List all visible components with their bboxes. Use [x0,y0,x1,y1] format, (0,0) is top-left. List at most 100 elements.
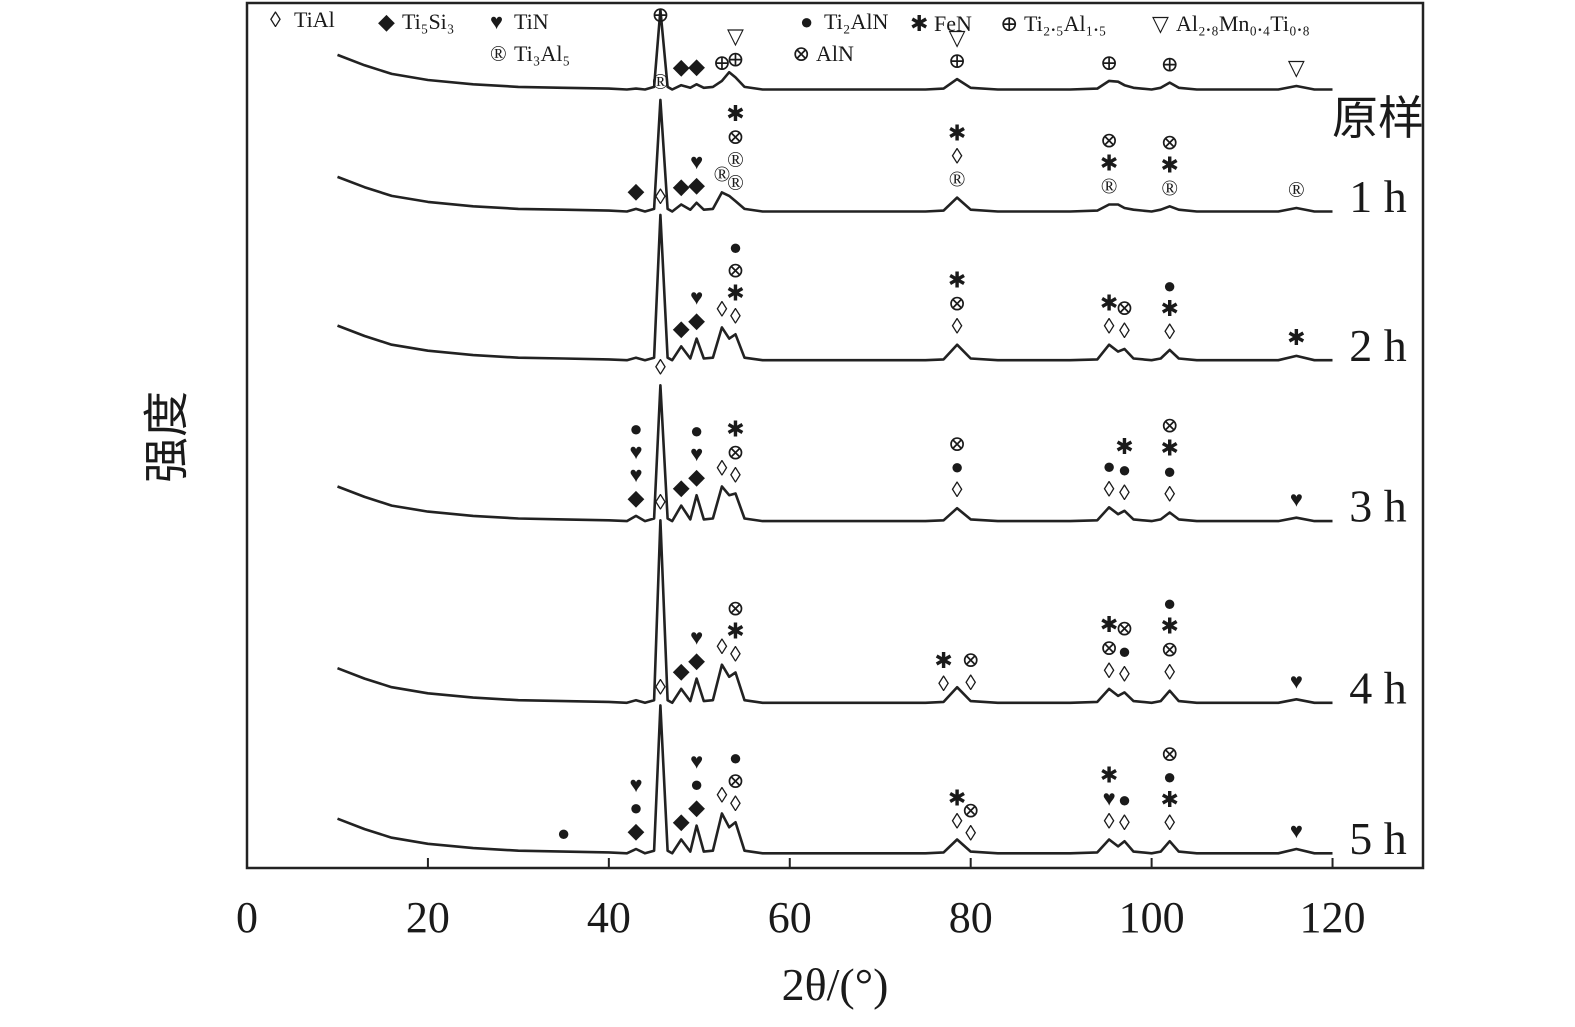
phase-marker: ⊗ [1115,295,1133,320]
phase-marker: ◊ [938,671,949,696]
phase-marker: ✱ [1160,614,1178,639]
phase-marker: ◆ [688,648,705,673]
phase-marker: ✱ [934,648,952,673]
legend-symbol: ♥ [490,9,503,34]
phase-marker: ◊ [1104,314,1115,339]
phase-marker: ⊗ [948,431,966,456]
legend-symbol: ⊕ [1000,11,1018,36]
phase-marker: ● [629,416,642,441]
xrd-trace [337,213,1333,362]
phase-marker: ◊ [730,791,741,816]
phase-marker: ◆ [673,658,690,683]
phase-marker: ◊ [716,296,727,321]
phase-marker: ♥ [1103,786,1116,811]
phase-marker: ◊ [716,456,727,481]
phase-marker: ◊ [952,314,963,339]
phase-marker: ◊ [1104,809,1115,834]
phase-marker: ◆ [688,172,705,197]
phase-marker: ● [950,454,963,479]
phase-marker: ◊ [952,477,963,502]
phase-marker: ♥ [629,462,642,487]
phase-marker: ✱ [1100,291,1118,316]
legend-symbol: ✱ [910,11,928,36]
phase-marker: ▽ [1288,55,1305,80]
phase-marker: ● [1163,764,1176,789]
series-label: 5 h [1349,813,1407,864]
phase-marker: ● [729,745,742,770]
phase-marker: ✱ [1160,152,1178,177]
legend-label: Ti₂.₅Al₁.₅ [1024,11,1106,36]
phase-marker: ✱ [1100,151,1118,176]
phase-marker: ♥ [629,439,642,464]
plot-frame [245,1,1425,870]
legend-label: FeN [934,11,972,36]
phase-marker: ◆ [673,174,690,199]
legend-label: Ti₃Al₅ [514,41,570,66]
phase-marker: ⊗ [961,647,979,672]
phase-marker: ● [1163,459,1176,484]
phase-marker: ◆ [688,308,705,333]
phase-marker: ® [727,170,744,195]
phase-marker: ♥ [690,285,703,310]
phase-marker: ● [729,234,742,259]
phase-marker: ◊ [965,670,976,695]
phase-marker: ® [727,147,744,172]
x-tick-label: 0 [236,893,258,942]
legend-label: Ti₂AlN [824,9,888,34]
phase-marker: ✱ [1100,612,1118,637]
legend-symbol: ▽ [1152,11,1169,36]
phase-marker: ◊ [1104,658,1115,683]
legend-label: TiN [514,9,549,34]
phase-marker: ⊗ [726,124,744,149]
phase-marker: ♥ [690,149,703,174]
phase-marker: ◊ [1119,810,1130,835]
x-axis-label: 2θ/(°) [782,959,889,1010]
phase-marker: ⊗ [726,768,744,793]
phase-marker: ✱ [726,280,744,305]
legend-symbol: ® [490,41,507,66]
legend-symbol: ● [800,9,813,34]
series-label: 4 h [1349,662,1407,713]
phase-marker: ✱ [1100,763,1118,788]
phase-marker: ◊ [952,809,963,834]
phase-marker: ✱ [726,619,744,644]
phase-marker: ◊ [655,184,666,209]
phase-marker: ◊ [1119,480,1130,505]
phase-marker: ◆ [688,795,705,820]
phase-marker: ◊ [730,303,741,328]
phase-marker: ◊ [716,634,727,659]
x-tick-label: 60 [768,893,812,942]
xrd-trace [337,8,1333,91]
phase-marker: ® [1101,174,1118,199]
phase-marker: ⊕ [713,50,731,75]
series-label: 原样 [1332,93,1424,144]
phase-marker: ♥ [629,772,642,797]
phase-marker: ▽ [949,25,966,50]
phase-marker: ◆ [688,464,705,489]
phase-marker: ● [690,418,703,443]
phase-marker: ● [690,772,703,797]
phase-marker: ✱ [1160,787,1178,812]
phase-marker: ® [652,69,669,94]
phase-marker: ◊ [1164,660,1175,685]
phase-marker: ◆ [673,475,690,500]
phase-marker: ● [1102,453,1115,478]
phase-marker: ⊗ [961,798,979,823]
x-tick-label: 120 [1300,893,1366,942]
phase-marker: ◊ [965,821,976,846]
series-label: 3 h [1349,481,1407,532]
phase-marker: ♥ [690,749,703,774]
phase-marker: ® [714,161,731,186]
phase-marker: ⊗ [1160,637,1178,662]
phase-marker: ⊕ [651,2,669,27]
phase-marker: ⊗ [948,291,966,316]
x-tick-label: 80 [949,893,993,942]
phase-marker: ● [1118,457,1131,482]
phase-marker: ⊗ [726,440,744,465]
phase-marker: ♥ [690,441,703,466]
phase-marker: ✱ [1287,325,1305,350]
xrd-trace [337,704,1333,855]
phase-marker: ◊ [655,354,666,379]
phase-marker: ✱ [726,417,744,442]
phase-marker: ◊ [730,463,741,488]
